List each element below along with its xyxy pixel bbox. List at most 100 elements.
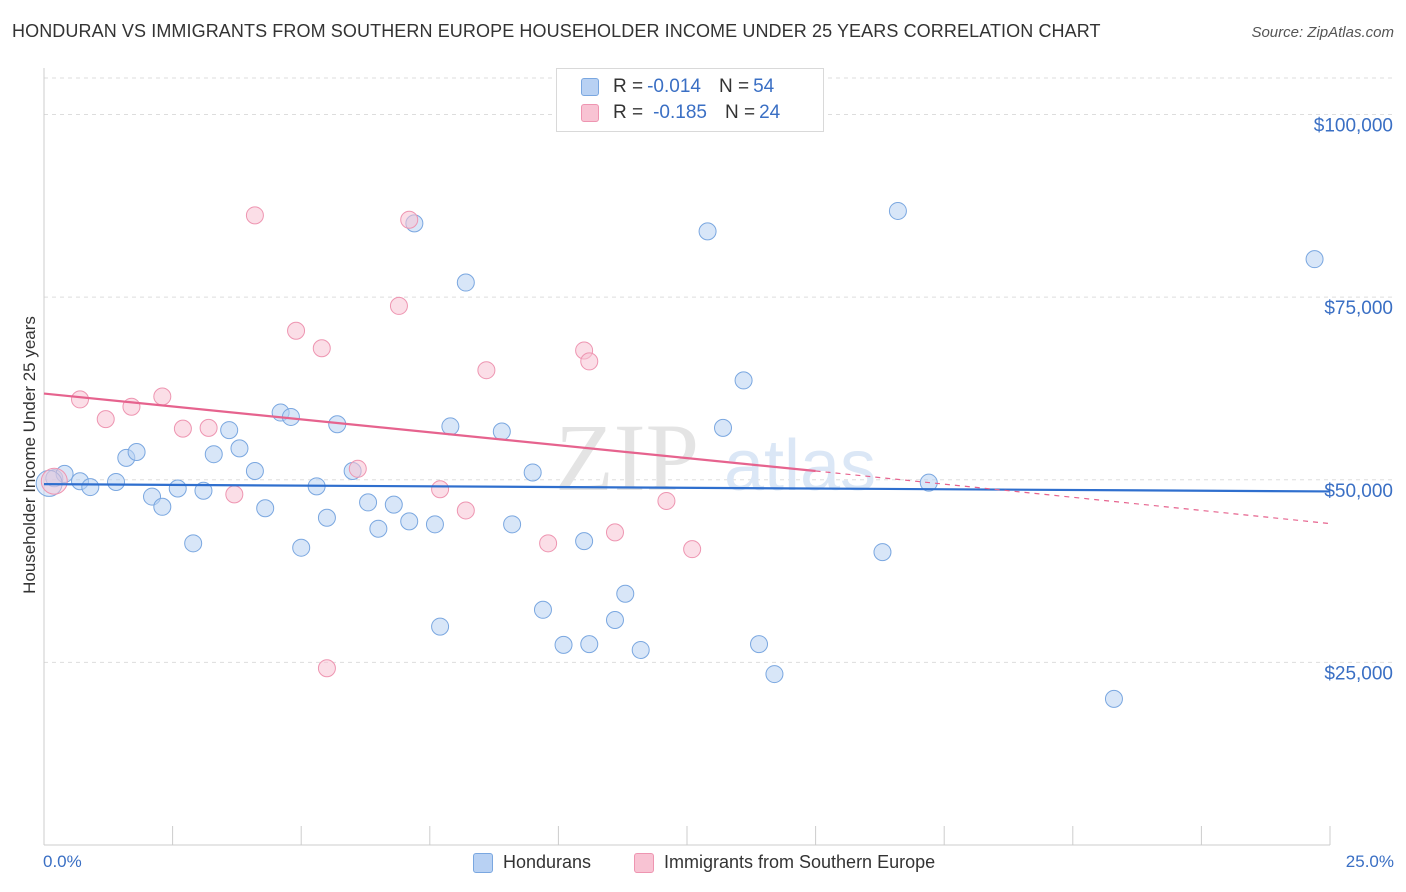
point-hondurans [456,273,475,292]
trend-layer [43,392,1331,525]
point-hondurans [107,472,126,491]
point-southern-europe [287,321,306,340]
watermark-atlas: atlas [724,426,876,506]
y-tick-label: $100,000 [1314,116,1393,137]
point-southern-europe [389,296,408,315]
legend-swatch-blue [581,78,599,96]
trendline-southern-europe [43,392,816,473]
point-hondurans [873,543,892,562]
point-southern-europe [245,206,264,225]
legend-n-value: 24 [759,102,781,123]
point-southern-europe [683,540,702,559]
point-hondurans [425,515,444,534]
legend-n-label: N = [724,102,756,123]
points-layer [35,201,1324,708]
point-hondurans [750,635,769,654]
point-southern-europe [153,387,172,406]
point-southern-europe [40,467,68,495]
point-southern-europe [580,352,599,371]
point-hondurans [616,584,635,603]
point-southern-europe [312,339,331,358]
legend-r-label: R = [613,76,644,97]
point-hondurans [292,538,311,557]
x-tick-label-min: 0.0% [43,852,82,871]
point-southern-europe [539,534,558,553]
point-hondurans [734,371,753,390]
point-hondurans [127,443,146,462]
watermark: ZIP atlas [555,404,876,511]
point-hondurans [533,600,552,619]
legend-n-value: 54 [753,76,775,97]
bottom-legend-label: Hondurans [503,852,592,872]
point-hondurans [184,534,203,553]
point-hondurans [81,478,100,497]
point-hondurans [554,635,573,654]
point-hondurans [492,422,511,441]
point-southern-europe [477,361,496,380]
point-southern-europe [173,419,192,438]
legend-row-hondurans: R = -0.014 N = 54 [557,74,774,100]
point-hondurans [194,481,213,500]
point-hondurans [400,512,419,531]
point-hondurans [230,439,249,458]
point-hondurans [714,418,733,437]
trendline-southern-europe-extension [815,470,1331,525]
point-southern-europe [400,210,419,229]
point-hondurans [317,508,336,527]
x-tick-label-max: 25.0% [1345,852,1394,871]
point-hondurans [359,493,378,512]
legend-n-label: N = [718,76,750,97]
point-hondurans [1305,250,1324,269]
point-southern-europe [456,501,475,520]
point-hondurans [765,665,784,684]
legend-row-southern-europe: R = -0.185 N = 24 [557,100,780,126]
y-axis-label: Householder Income Under 25 years [20,316,39,594]
point-hondurans [384,495,403,514]
point-southern-europe [431,480,450,499]
legend-r-value: -0.014 [647,76,701,97]
legend-r-label: R = [613,102,644,123]
point-hondurans [575,532,594,551]
point-southern-europe [225,485,244,504]
y-tick-label: $75,000 [1324,298,1393,319]
point-hondurans [245,461,264,480]
point-southern-europe [199,418,218,437]
grid-layer [44,77,1392,663]
point-hondurans [431,617,450,636]
legend-swatch-pink [581,104,599,122]
point-hondurans [605,611,624,630]
legend-r-value: -0.185 [653,102,707,123]
point-hondurans [503,515,522,534]
y-tick-label: $50,000 [1324,481,1393,502]
y-tick-labels: $25,000 $50,000 $75,000 $100,000 [1314,116,1393,685]
bottom-legend-swatch-blue [473,852,493,873]
bottom-legend-hondurans: Hondurans [473,852,591,873]
bottom-legend-swatch-pink [634,852,654,873]
chart-source: Source: ZipAtlas.com [1251,24,1394,41]
point-hondurans [698,222,717,241]
point-hondurans [369,519,388,538]
point-hondurans [441,417,460,436]
axis-layer [43,68,1331,846]
point-hondurans [256,499,275,518]
point-hondurans [153,497,172,516]
point-southern-europe [657,491,676,510]
point-southern-europe [96,410,115,429]
bottom-legend-label: Immigrants from Southern Europe [664,852,936,872]
point-southern-europe [605,523,624,542]
y-tick-label: $25,000 [1324,663,1393,684]
bottom-legend-southern-europe: Immigrants from Southern Europe [634,852,935,873]
chart-title: HONDURAN VS IMMIGRANTS FROM SOUTHERN EUR… [12,21,1101,41]
point-hondurans [168,479,187,498]
point-hondurans [1104,689,1123,708]
point-hondurans [523,463,542,482]
point-hondurans [220,421,239,440]
correlation-legend: R = -0.014 N = 54 R = -0.185 N = 24 [556,68,824,132]
trendline-hondurans [43,483,1331,493]
point-hondurans [580,635,599,654]
point-hondurans [888,201,907,220]
point-hondurans [631,640,650,659]
point-southern-europe [348,459,367,478]
point-southern-europe [71,390,90,409]
